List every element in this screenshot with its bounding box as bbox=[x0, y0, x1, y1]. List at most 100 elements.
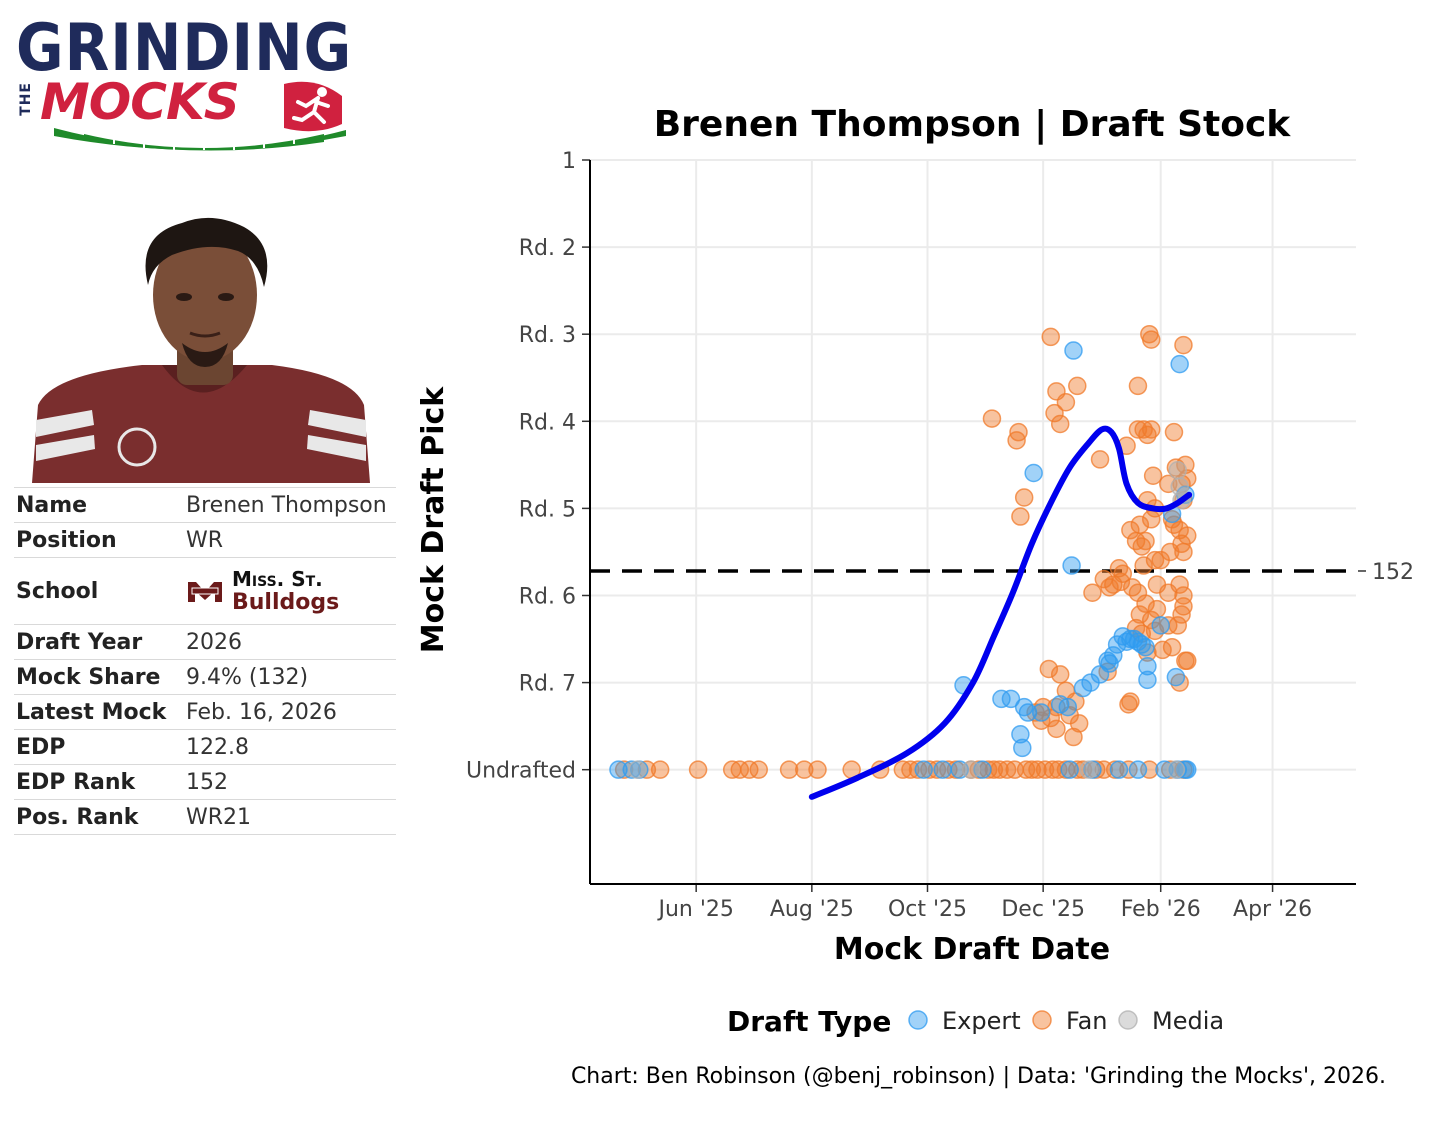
fan-point bbox=[1022, 760, 1042, 779]
fan-point bbox=[1119, 695, 1138, 714]
expert-point bbox=[1138, 670, 1157, 690]
expert-point bbox=[933, 760, 952, 779]
profile-row-draft-year: Draft Year 2026 bbox=[14, 624, 396, 660]
expert-point bbox=[1018, 703, 1038, 722]
fan-point bbox=[779, 760, 799, 779]
fan-point bbox=[1041, 708, 1060, 728]
player-profile-table: Name Brenen Thompson Position WR School … bbox=[14, 487, 396, 835]
fan-point bbox=[1172, 605, 1191, 624]
school-mascot: Bulldogs bbox=[232, 590, 340, 615]
fan-point bbox=[795, 760, 814, 779]
expert-point bbox=[1136, 637, 1155, 657]
expert-point bbox=[1001, 689, 1021, 709]
expert-point bbox=[1024, 463, 1043, 483]
y-axis-title: Mock Draft Pick bbox=[416, 386, 451, 653]
fan-point bbox=[1011, 507, 1030, 526]
expert-point bbox=[1064, 341, 1083, 360]
media-point bbox=[1079, 760, 1098, 779]
school-cell: Miss. St. Bulldogs bbox=[186, 567, 396, 615]
player-headshot bbox=[32, 217, 370, 483]
mock-points bbox=[609, 324, 1197, 779]
y-tick-label: Rd. 7 bbox=[519, 672, 576, 697]
expert-point bbox=[1151, 616, 1170, 635]
fan-point bbox=[1100, 578, 1119, 597]
fan-point bbox=[1068, 376, 1087, 396]
fan-point bbox=[808, 760, 827, 779]
runner-icon bbox=[284, 81, 342, 132]
fan-point bbox=[688, 760, 708, 779]
fan-point bbox=[1164, 422, 1184, 442]
profile-row-school: School Miss. St. Bulldogs bbox=[14, 557, 396, 625]
profile-value: 9.4% (132) bbox=[186, 659, 396, 695]
x-tick-label: Aug '25 bbox=[770, 897, 854, 922]
school-logo-icon bbox=[188, 582, 222, 602]
media-point bbox=[1170, 477, 1189, 496]
fan-point bbox=[1041, 327, 1060, 347]
fan-point bbox=[1136, 531, 1155, 551]
fan-point bbox=[1130, 605, 1150, 624]
fan-point bbox=[1134, 556, 1153, 575]
turf-graphic bbox=[54, 128, 346, 151]
profile-value: 2026 bbox=[186, 624, 396, 660]
fan-point bbox=[730, 760, 750, 779]
profile-value: Feb. 16, 2026 bbox=[186, 694, 396, 730]
fan-point bbox=[1166, 458, 1186, 477]
media-point bbox=[628, 760, 647, 779]
expert-point bbox=[1011, 725, 1030, 744]
expert-point bbox=[1170, 354, 1189, 374]
y-tick-label: Rd. 3 bbox=[519, 323, 576, 348]
fan-point bbox=[1083, 583, 1102, 603]
fan-point bbox=[1028, 760, 1047, 779]
school-abbreviation: Miss. St. bbox=[232, 567, 323, 591]
profile-value: WR21 bbox=[186, 799, 396, 835]
fan-point bbox=[1159, 474, 1178, 494]
fan-point bbox=[1119, 760, 1138, 779]
fan-point bbox=[893, 760, 913, 779]
expert-point bbox=[992, 689, 1011, 709]
profile-label: EDP Rank bbox=[14, 764, 186, 800]
expert-point bbox=[1060, 760, 1079, 779]
x-tick-label: Oct '25 bbox=[888, 897, 967, 922]
y-tick-label: Rd. 4 bbox=[519, 410, 576, 435]
fan-point bbox=[1073, 760, 1093, 779]
legend-fan-label: Fan bbox=[1066, 1007, 1108, 1035]
reference-line-group: 152 bbox=[590, 560, 1414, 585]
x-tick-label: Apr '26 bbox=[1233, 897, 1312, 922]
fan-point bbox=[1050, 414, 1070, 434]
y-tick-label: Rd. 2 bbox=[519, 236, 576, 261]
profile-label: Pos. Rank bbox=[14, 799, 186, 835]
fan-point bbox=[1050, 665, 1070, 684]
grinding-the-mocks-logo: GRINDING THE MOCKS bbox=[14, 10, 351, 160]
y-tick-label: Undrafted bbox=[466, 759, 576, 784]
profile-label: Latest Mock bbox=[14, 694, 186, 730]
legend-media-swatch bbox=[1118, 1010, 1138, 1030]
y-axis-ticks: 1 Rd. 2 Rd. 3 Rd. 4 Rd. 5 Rd. 6 Rd. 7 Undrafted bbox=[466, 149, 590, 784]
profile-row-edp-rank: EDP Rank 152 bbox=[14, 764, 396, 800]
fan-point bbox=[1143, 466, 1163, 485]
expert-point bbox=[1138, 657, 1157, 676]
fan-point bbox=[1151, 550, 1170, 570]
fan-point bbox=[1090, 450, 1110, 469]
fan-point bbox=[1138, 425, 1157, 445]
fan-point bbox=[1141, 610, 1161, 630]
fan-point bbox=[1056, 392, 1076, 412]
x-axis-ticks: Jun '25 Aug '25 Oct '25 Dec '25 Feb '26 Apr '… bbox=[656, 884, 1312, 922]
expert-point bbox=[1062, 556, 1081, 575]
x-tick-label: Jun '25 bbox=[656, 897, 733, 922]
profile-row-latest-mock: Latest Mock Feb. 16, 2026 bbox=[14, 694, 396, 730]
x-tick-label: Dec '25 bbox=[1001, 897, 1085, 922]
legend-media-label: Media bbox=[1152, 1007, 1224, 1035]
legend-expert-swatch bbox=[908, 1010, 928, 1030]
fan-point bbox=[749, 760, 768, 779]
legend-title: Draft Type bbox=[727, 1005, 891, 1038]
fan-point bbox=[1035, 760, 1055, 779]
expert-point bbox=[1100, 654, 1119, 673]
fan-point bbox=[1174, 542, 1193, 562]
legend-fan-swatch bbox=[1032, 1010, 1052, 1030]
legend: Draft Type Expert Fan Media bbox=[727, 1005, 1224, 1038]
profile-label: Position bbox=[14, 522, 186, 558]
y-tick-label: 1 bbox=[562, 149, 576, 174]
x-axis-title: Mock Draft Date bbox=[834, 932, 1110, 967]
fan-point bbox=[1159, 583, 1178, 603]
